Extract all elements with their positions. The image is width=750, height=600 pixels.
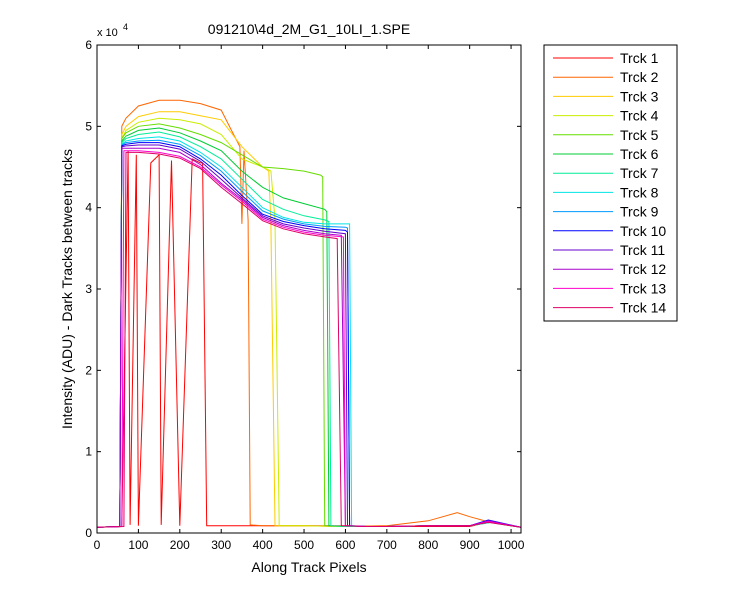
legend-label-trck-6: Trck 6 [620,146,659,162]
legend-label-trck-10: Trck 10 [620,223,666,239]
legend-label-trck-2: Trck 2 [620,69,659,85]
legend-label-trck-9: Trck 9 [620,204,659,220]
y-exponent-power: 4 [123,22,128,32]
y-tick-label: 4 [85,201,92,215]
y-tick-label: 2 [85,363,92,377]
x-tick-label: 200 [170,538,190,552]
x-tick-label: 900 [460,538,480,552]
legend-label-trck-5: Trck 5 [620,127,659,143]
legend-label-trck-4: Trck 4 [620,108,659,124]
legend[interactable]: Trck 1 Trck 2 Trck 3 Trck 4 Trck 5 Trck 6 Trck… [543,44,678,322]
y-axis: 0 1 2 3 4 5 6 [85,38,521,540]
x-tick-label: 100 [128,538,148,552]
series-layer [96,99,522,528]
legend-label-trck-1: Trck 1 [620,50,659,66]
legend-label-trck-11: Trck 11 [620,242,665,258]
legend-label-trck-8: Trck 8 [620,184,659,200]
y-tick-label: 5 [85,119,92,133]
x-tick-label: 1000 [498,538,525,552]
x-tick-label: 0 [94,538,101,552]
y-tick-label: 1 [85,445,92,459]
legend-label-trck-7: Trck 7 [620,165,659,181]
legend-label-trck-3: Trck 3 [620,88,659,104]
y-tick-label: 3 [85,282,92,296]
x-axis-label: Along Track Pixels [251,559,366,575]
legend-items: Trck 1 Trck 2 Trck 3 Trck 4 Trck 5 Trck 6 Trck… [553,50,666,316]
series-line-trck-2 [96,99,522,528]
x-tick-label: 800 [418,538,438,552]
legend-label-trck-12: Trck 12 [620,261,666,277]
chart-title: 091210\4d_2M_G1_10LI_1.SPE [208,21,410,37]
x-tick-label: 600 [335,538,355,552]
legend-label-trck-14: Trck 14 [620,300,666,316]
y-axis-label: Intensity (ADU) - Dark Tracks between tr… [59,149,75,429]
x-tick-label: 300 [211,538,231,552]
x-axis: 0 100 200 300 400 500 600 700 800 900 1000 [94,45,525,552]
x-tick-label: 700 [377,538,397,552]
x-tick-label: 500 [294,538,314,552]
y-tick-label: 0 [85,526,92,540]
series-line-trck-14 [96,151,522,528]
x-tick-label: 400 [253,538,273,552]
y-exponent-label: x 10 [97,27,118,39]
legend-label-trck-13: Trck 13 [620,280,666,296]
y-tick-label: 6 [85,38,92,52]
legend-box [543,44,678,322]
